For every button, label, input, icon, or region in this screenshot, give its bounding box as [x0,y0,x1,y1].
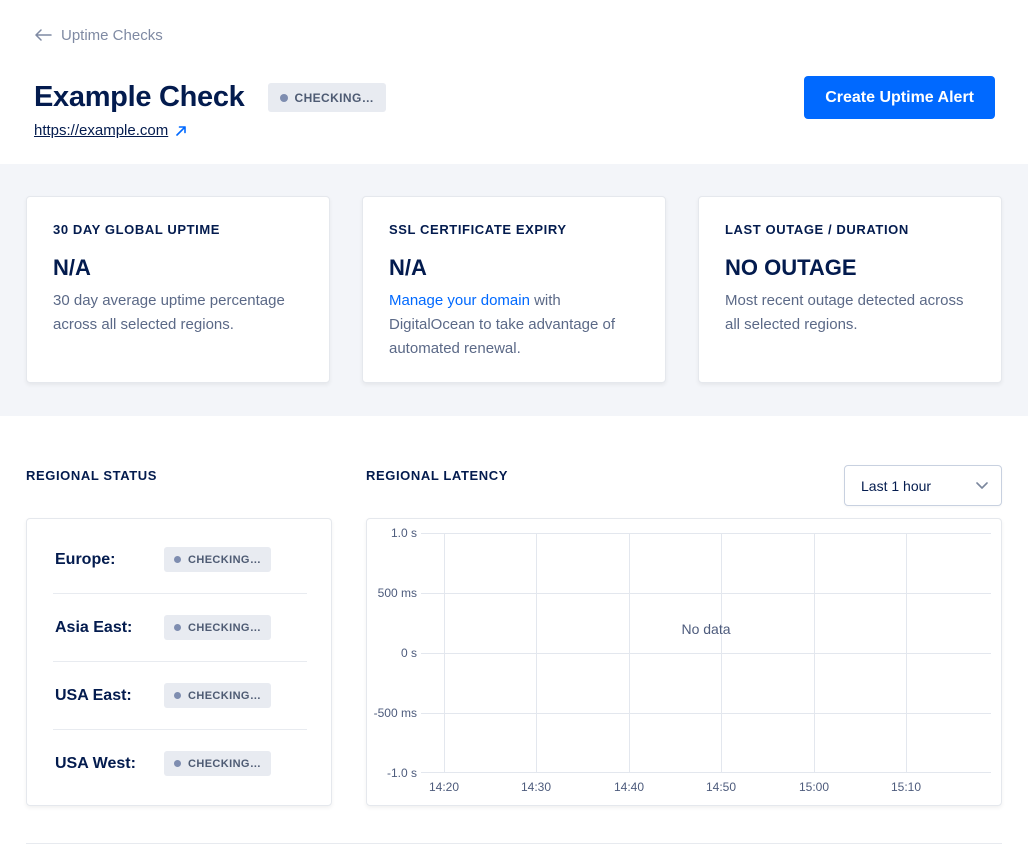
y-axis-tick: -1.0 s [386,766,417,780]
row-divider [53,593,307,594]
create-uptime-alert-button[interactable]: Create Uptime Alert [804,76,995,119]
y-axis-tick: -500 ms [373,706,417,720]
row-divider [53,661,307,662]
status-dot-icon [174,556,181,563]
status-dot-icon [174,692,181,699]
regional-status-heading: REGIONAL STATUS [26,468,158,483]
card-description: 30 day average uptime percentage across … [53,292,285,333]
latency-chart-card: 1.0 s 500 ms 0 s -500 ms -1.0 s [366,518,1002,806]
hgridline [421,713,991,714]
status-row-usa-west: USA West: CHECKING… [27,730,331,797]
back-arrow-icon [34,29,52,41]
region-status-badge: CHECKING… [164,547,272,572]
regional-status-card: Europe: CHECKING… Asia East: CHECKING… [26,518,332,806]
hgridline [421,653,991,654]
card-title: 30 DAY GLOBAL UPTIME [53,222,221,237]
card-description: Most recent outage detected across all s… [725,292,964,333]
chevron-down-icon [976,482,988,489]
region-label: Asia East: [55,618,133,636]
latency-chart-plot: No data [421,533,991,773]
region-status-label: CHECKING… [188,689,262,702]
card-value: N/A [53,255,91,280]
region-status-label: CHECKING… [188,621,262,634]
chart-empty-message: No data [681,621,731,637]
summary-cards-section: 30 DAY GLOBAL UPTIME N/A 30 day average … [0,164,1028,416]
time-range-select[interactable]: Last 1 hour [844,465,1002,506]
check-status-label: CHECKING… [294,90,375,105]
page-title: Example Check [34,81,245,113]
x-axis-tick: 14:30 [520,780,552,794]
card-description: Manage your domain with DigitalOcean to … [389,289,639,361]
status-row-usa-east: USA East: CHECKING… [27,662,331,729]
external-link-icon [175,125,187,137]
check-status-badge: CHECKING… [267,83,387,112]
region-status-badge: CHECKING… [164,683,272,708]
card-value: N/A [389,255,427,280]
vgridline [906,533,907,773]
row-divider [53,729,307,730]
region-label: USA West: [55,754,136,772]
status-dot-icon [279,93,288,102]
time-range-value: Last 1 hour [861,477,932,494]
vgridline [721,533,722,773]
x-axis-tick: 15:10 [890,780,922,794]
status-dot-icon [174,624,181,631]
url-row: https://example.com [34,121,995,140]
vgridline [444,533,445,773]
vgridline [536,533,537,773]
status-dot-icon [174,760,181,767]
card-title: SSL CERTIFICATE EXPIRY [389,222,567,237]
manage-domain-link[interactable]: Manage your domain [389,292,530,309]
global-uptime-card: 30 DAY GLOBAL UPTIME N/A 30 day average … [26,196,330,383]
regional-section: REGIONAL STATUS Europe: CHECKING… Asia E… [0,416,1028,806]
hgridline [421,593,991,594]
hgridline [421,533,991,534]
topbar: Uptime Checks Example Check CHECKING… Cr… [0,0,1028,140]
last-outage-card: LAST OUTAGE / DURATION NO OUTAGE Most re… [698,196,1002,383]
check-url-link[interactable]: https://example.com [34,122,169,139]
x-axis-tick: 14:40 [613,780,645,794]
region-label: Europe: [55,550,116,568]
hgridline [421,772,991,773]
ssl-description-text: with DigitalOcean to take advantage of a… [389,292,615,357]
breadcrumb-label: Uptime Checks [61,26,163,44]
breadcrumb-back-link[interactable]: Uptime Checks [34,26,163,44]
card-value: NO OUTAGE [725,255,857,280]
regional-latency-heading: REGIONAL LATENCY [366,468,509,483]
y-axis-tick: 1.0 s [390,526,417,540]
card-title: LAST OUTAGE / DURATION [725,222,909,237]
regional-latency-header: REGIONAL LATENCY Last 1 hour [366,465,1002,506]
region-status-label: CHECKING… [188,553,262,566]
status-row-asia-east: Asia East: CHECKING… [27,594,331,661]
region-label: USA East: [55,686,132,704]
region-status-badge: CHECKING… [164,615,272,640]
ssl-expiry-card: SSL CERTIFICATE EXPIRY N/A Manage your d… [362,196,666,383]
bottom-divider [26,843,1002,844]
title-row: Example Check CHECKING… Create Uptime Al… [34,76,995,119]
x-axis-tick: 15:00 [798,780,830,794]
region-status-badge: CHECKING… [164,751,272,776]
vgridline [814,533,815,773]
regional-latency-column: REGIONAL LATENCY Last 1 hour 1.0 s 500 m… [366,416,1002,806]
x-axis-tick: 14:50 [705,780,737,794]
region-status-label: CHECKING… [188,757,262,770]
x-axis-tick: 14:20 [428,780,460,794]
y-axis-tick: 0 s [400,646,417,660]
vgridline [629,533,630,773]
y-axis-tick: 500 ms [377,586,417,600]
status-row-europe: Europe: CHECKING… [27,526,331,593]
regional-status-column: REGIONAL STATUS Europe: CHECKING… Asia E… [26,416,332,806]
